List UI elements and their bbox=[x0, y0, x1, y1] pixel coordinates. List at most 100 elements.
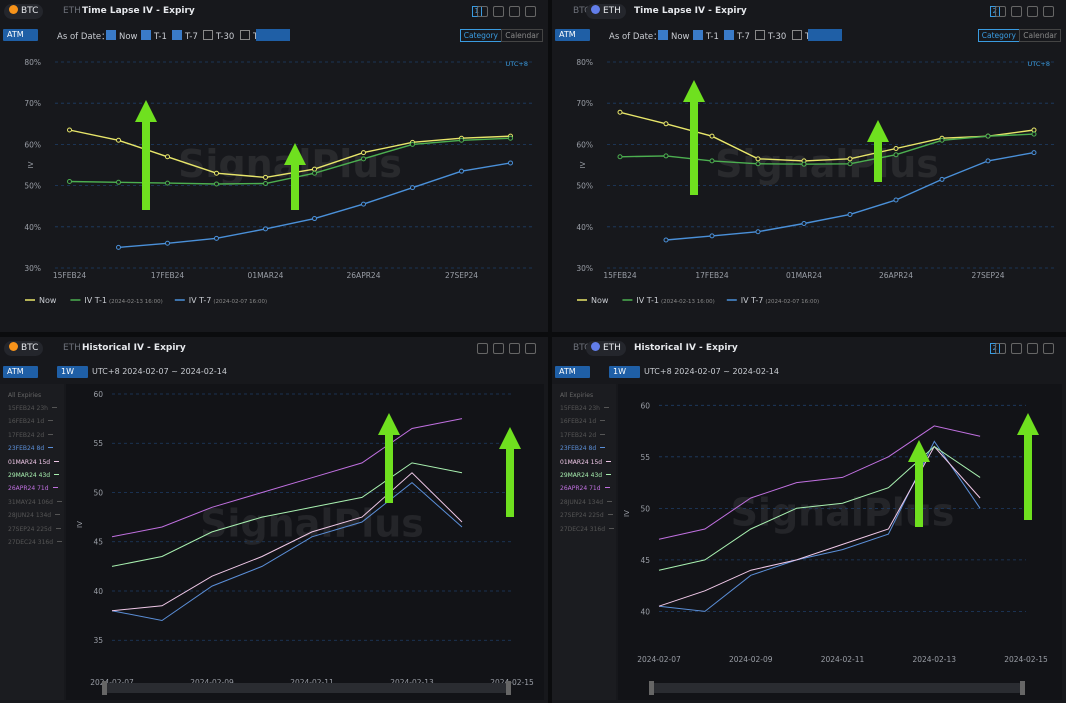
expiry-item[interactable]: 15FEB24 23h bbox=[560, 405, 609, 412]
watermark: SignalPlus bbox=[178, 142, 402, 186]
date-checkbox[interactable]: T-7 bbox=[166, 30, 198, 42]
view-button[interactable]: Category bbox=[977, 29, 1020, 42]
legend-label: Now bbox=[39, 296, 57, 305]
date-checkbox[interactable]: T-7 bbox=[718, 30, 750, 42]
date-checkbox[interactable]: T-1 bbox=[687, 30, 719, 42]
toolbar-icon[interactable] bbox=[1027, 6, 1038, 17]
expiry-item[interactable]: 01MAR24 15d bbox=[8, 459, 60, 466]
panel-title: Historical IV - Expiry bbox=[634, 343, 738, 353]
expiry-item[interactable]: 16FEB24 1d bbox=[560, 418, 606, 425]
expiry-item[interactable]: 27DEC24 316d bbox=[560, 526, 615, 533]
view-button[interactable]: Calendar bbox=[1019, 29, 1061, 42]
date-checkbox[interactable]: Now bbox=[100, 30, 138, 42]
toolbar-icon[interactable] bbox=[1011, 343, 1022, 354]
expiry-item[interactable]: 28JUN24 134d bbox=[560, 499, 613, 506]
panel: BTC ETH Historical IV - Expiry 2 ATM 1W UTC+8 … bbox=[552, 337, 1066, 703]
expiry-item[interactable]: 17FEB24 2d bbox=[560, 432, 606, 439]
toolbar-icon[interactable] bbox=[1043, 6, 1054, 17]
expiry-item[interactable]: 29MAR24 43d bbox=[560, 472, 612, 479]
toolbar-icon[interactable] bbox=[1027, 343, 1038, 354]
checkbox bbox=[240, 30, 250, 40]
expiry-item[interactable]: 27DEC24 316d bbox=[8, 539, 63, 546]
data-point bbox=[939, 176, 945, 182]
expiry-item[interactable]: 27SEP24 225d bbox=[8, 526, 61, 533]
mode-select[interactable]: ATM bbox=[3, 366, 38, 378]
expiry-item[interactable]: 23FEB24 8d bbox=[8, 445, 54, 452]
x-tick-label: 17FEB24 bbox=[695, 271, 729, 280]
y-tick-label: 30% bbox=[24, 264, 41, 273]
data-point bbox=[312, 170, 317, 176]
data-point bbox=[361, 201, 366, 207]
asset-tab[interactable]: ETH bbox=[46, 4, 86, 19]
scrollbar-handle bbox=[506, 681, 511, 695]
asset-icon bbox=[9, 5, 18, 14]
data-point bbox=[755, 156, 761, 162]
expiry-item[interactable]: 23FEB24 8d bbox=[560, 445, 606, 452]
view-button[interactable]: Calendar bbox=[501, 29, 543, 42]
period-select[interactable]: 1W bbox=[609, 366, 640, 378]
timezone-badge: UTC+8 bbox=[506, 60, 528, 68]
data-point bbox=[67, 127, 72, 133]
expiry-sidebar bbox=[0, 384, 64, 700]
annotation-arrow bbox=[908, 440, 930, 527]
mode-select[interactable]: ATM bbox=[555, 366, 590, 378]
expiry-item[interactable]: 17FEB24 2d bbox=[8, 432, 54, 439]
toolbar-icon[interactable] bbox=[509, 6, 520, 17]
mode-select[interactable]: ATM bbox=[3, 29, 38, 41]
toolbar-icon[interactable] bbox=[525, 343, 536, 354]
toolbar-icon[interactable] bbox=[477, 6, 488, 17]
mode-select[interactable]: ATM bbox=[555, 29, 590, 41]
toolbar-icon[interactable] bbox=[509, 343, 520, 354]
annotation-arrow bbox=[378, 413, 400, 503]
asset-label: ETH bbox=[63, 343, 81, 353]
toolbar-icon[interactable] bbox=[525, 6, 536, 17]
toolbar-icon[interactable] bbox=[1011, 6, 1022, 17]
x-tick-label: 2024-02-07 bbox=[90, 678, 134, 687]
y-tick-label: 50 bbox=[640, 504, 650, 513]
expiry-item[interactable]: 27SEP24 225d bbox=[560, 512, 613, 519]
expiry-item[interactable]: 28JUN24 134d bbox=[8, 512, 61, 519]
expiry-swatch bbox=[52, 487, 58, 489]
data-point bbox=[116, 244, 121, 250]
toolbar-icon[interactable] bbox=[995, 343, 1006, 354]
data-point bbox=[1031, 131, 1037, 137]
date-checkbox[interactable]: Now bbox=[652, 30, 690, 42]
toolbar-icon[interactable] bbox=[493, 343, 504, 354]
toolbar-icon[interactable] bbox=[1043, 343, 1054, 354]
as-of-label: As of Date： bbox=[609, 32, 662, 42]
asset-tab[interactable]: BTC bbox=[4, 4, 44, 19]
expiry-item[interactable]: 26APR24 71d bbox=[8, 485, 58, 492]
asset-tab[interactable]: BTC bbox=[556, 4, 595, 19]
date-input[interactable] bbox=[256, 29, 290, 41]
asset-tab[interactable]: ETH bbox=[586, 4, 626, 19]
expiry-item[interactable]: 01MAR24 15d bbox=[560, 459, 612, 466]
expiry-item[interactable]: 16FEB24 1d bbox=[8, 418, 54, 425]
expiry-item[interactable]: 31MAY24 106d bbox=[8, 499, 62, 506]
date-input[interactable] bbox=[808, 29, 842, 41]
asset-tab[interactable]: BTC bbox=[4, 341, 44, 356]
annotation-arrow bbox=[284, 143, 306, 210]
plot-area bbox=[618, 384, 1062, 700]
x-tick-label: 2024-02-13 bbox=[912, 655, 956, 664]
asset-label: ETH bbox=[63, 6, 81, 16]
expiry-item[interactable]: 29MAR24 43d bbox=[8, 472, 60, 479]
expiry-item[interactable]: 15FEB24 23h bbox=[8, 405, 57, 412]
data-point bbox=[663, 237, 669, 243]
asset-tab[interactable]: BTC bbox=[556, 341, 595, 356]
toolbar-icon[interactable] bbox=[477, 343, 488, 354]
toolbar-icon[interactable] bbox=[995, 6, 1006, 17]
data-point bbox=[508, 135, 513, 141]
date-checkbox[interactable]: T-30 bbox=[197, 30, 234, 42]
date-checkbox[interactable]: T-1 bbox=[135, 30, 167, 42]
data-point bbox=[1031, 127, 1037, 133]
checkbox-label: T-30 bbox=[768, 32, 787, 42]
asset-tab[interactable]: ETH bbox=[46, 341, 86, 356]
date-checkbox[interactable]: T-30 bbox=[749, 30, 786, 42]
expiry-swatch bbox=[54, 474, 60, 475]
toolbar-icon[interactable] bbox=[493, 6, 504, 17]
expiry-item[interactable]: 26APR24 71d bbox=[560, 485, 610, 492]
view-button[interactable]: Category bbox=[459, 29, 502, 42]
period-select[interactable]: 1W bbox=[57, 366, 88, 378]
asset-tab[interactable]: ETH bbox=[586, 341, 626, 356]
data-point bbox=[214, 181, 219, 187]
